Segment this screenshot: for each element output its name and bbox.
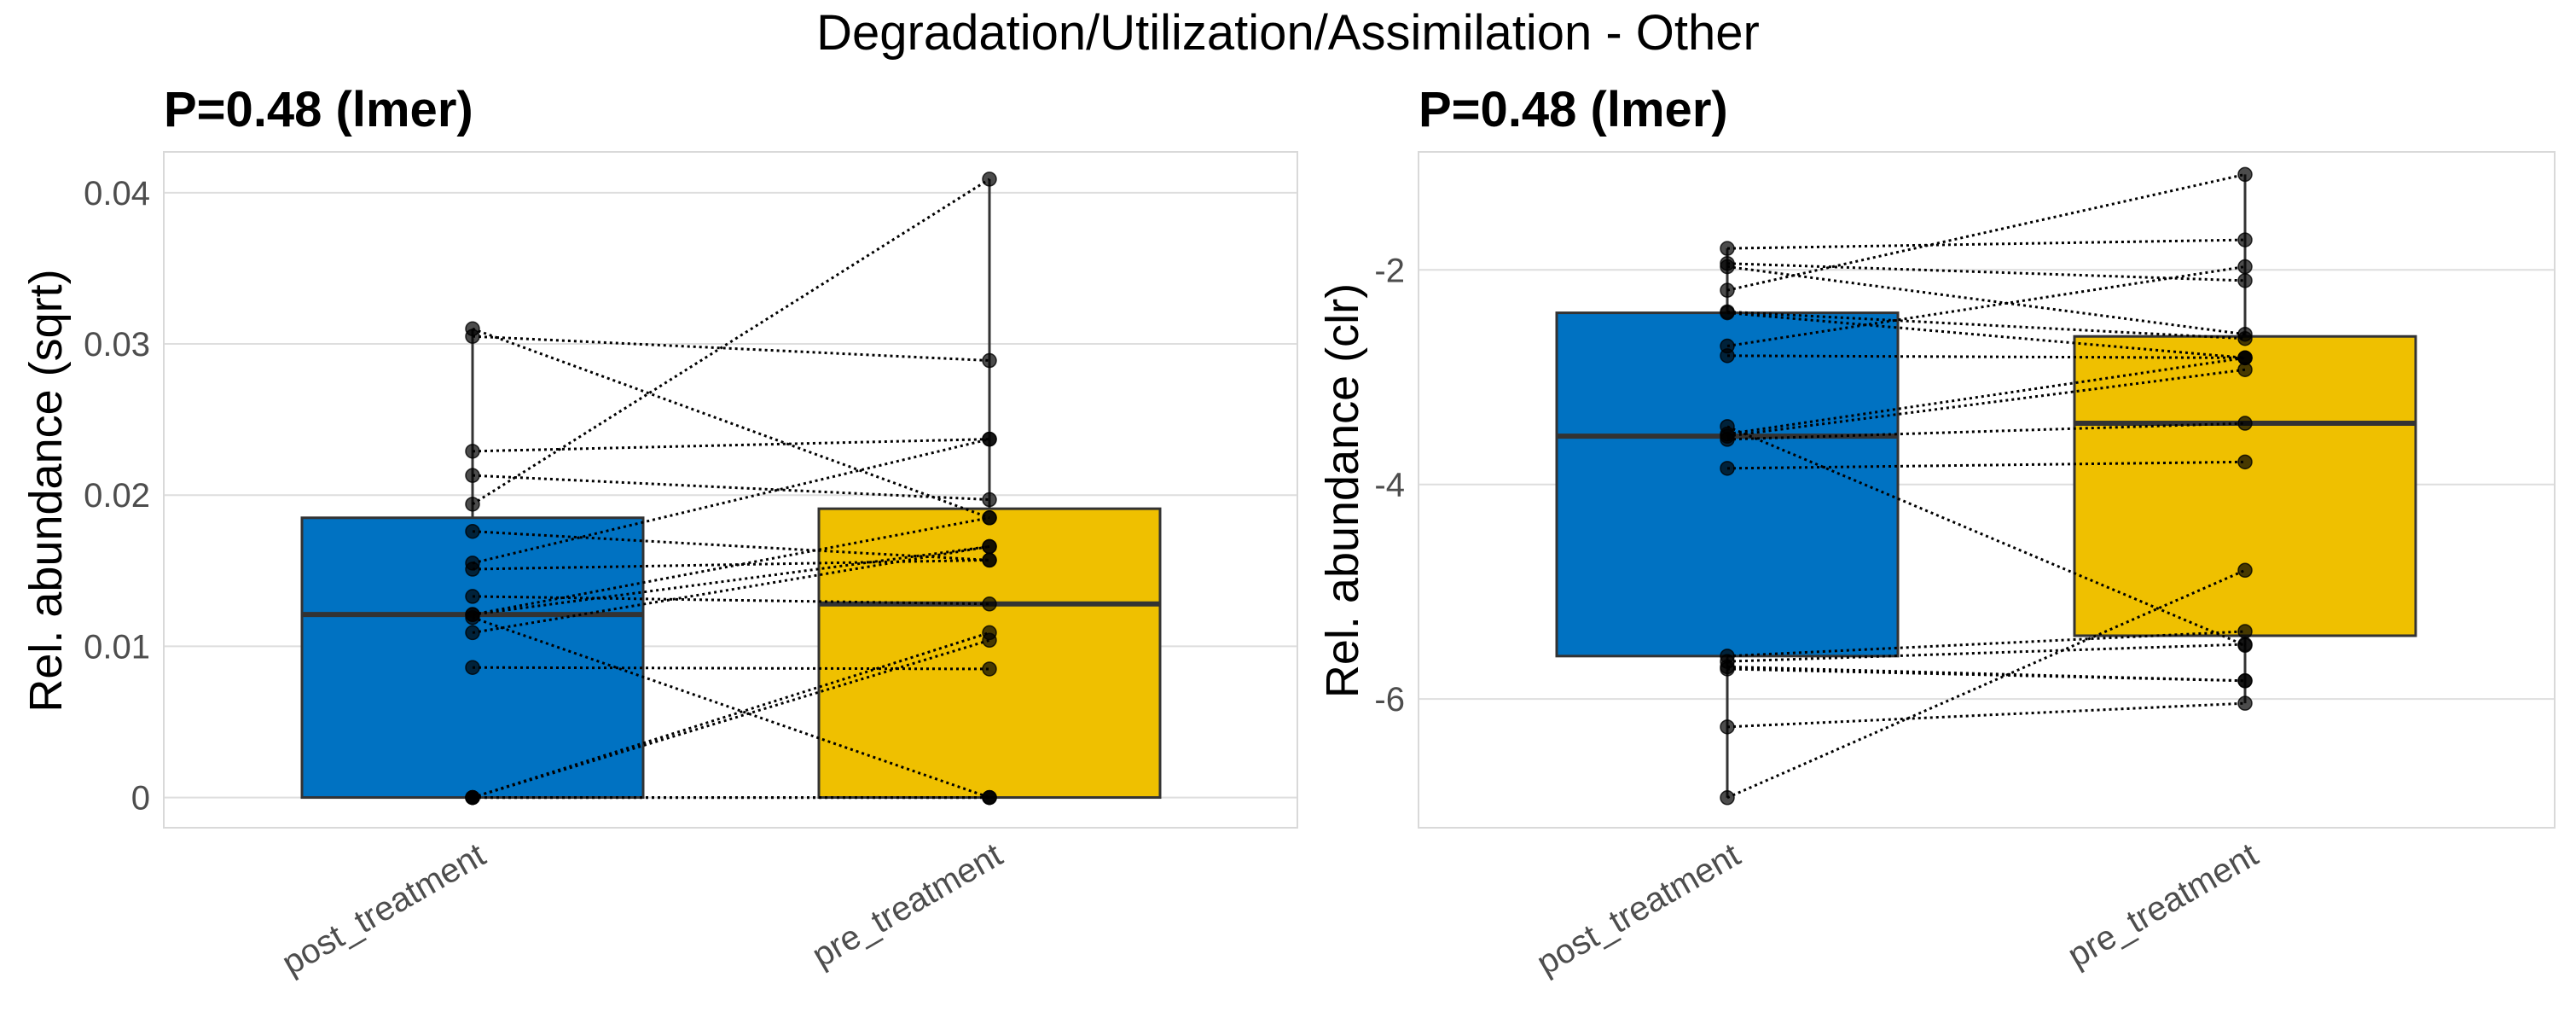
pair-line [472, 595, 990, 606]
y-tick-label: -6 [1374, 681, 1405, 719]
data-point-post [465, 609, 480, 625]
data-point-pre [2237, 362, 2253, 377]
data-point-pre [2237, 259, 2253, 275]
pair-line [472, 327, 990, 520]
panel-sqrt: P=0.48 (lmer) Rel. abundance (sqrt) 0 0.0… [20, 82, 1298, 983]
y-tick-label: -2 [1374, 252, 1405, 289]
pair-line [472, 530, 990, 561]
data-point-post [1720, 432, 1735, 447]
y-axis-label: Rel. abundance (clr) [1317, 283, 1368, 698]
data-point-pre [982, 352, 997, 369]
panel-title: P=0.48 (lmer) [164, 82, 473, 137]
pair-line [472, 544, 990, 634]
data-point-post [465, 444, 480, 459]
pair-line [472, 638, 990, 799]
data-point-post [465, 589, 480, 604]
data-point-pre [2237, 673, 2253, 689]
data-point-pre [2237, 232, 2253, 247]
data-point-post [1720, 259, 1735, 275]
data-point-post [1720, 305, 1735, 321]
data-point-pre [2237, 624, 2253, 639]
data-point-pre [2237, 273, 2253, 288]
pair-line [1726, 310, 2246, 340]
data-point-post [465, 497, 480, 512]
pair-line [472, 177, 990, 506]
data-point-post [1720, 241, 1735, 256]
data-point-pre [2237, 562, 2253, 579]
data-point-pre [982, 552, 997, 568]
pair-line [472, 516, 990, 616]
data-point-pre [982, 632, 997, 649]
y-tick-label: 0 [131, 780, 150, 817]
pair-line [472, 335, 990, 363]
data-point-post [465, 789, 480, 806]
data-point-pre [2237, 454, 2253, 470]
data-point-post [1720, 348, 1735, 364]
panel-clr: P=0.48 (lmer) Rel. abundance (clr) -6 -4 -… [1317, 82, 2556, 983]
figure-suptitle: Degradation/Utilization/Assimilation - O… [816, 5, 1760, 61]
y-tick-label: -4 [1374, 467, 1405, 504]
data-point-post [465, 523, 480, 539]
pair-line [1726, 356, 2246, 436]
data-point-pre [982, 510, 997, 526]
data-point-pre [2237, 695, 2253, 711]
pair-line [1726, 425, 2246, 647]
data-point-pre [982, 596, 997, 612]
data-point-pre [982, 492, 997, 508]
pair-line [472, 438, 990, 565]
data-point-pre [982, 661, 997, 677]
pair-line [1726, 265, 2246, 348]
data-point-pre [2237, 416, 2253, 431]
pair-line [1726, 262, 2246, 282]
y-axis-label: Rel. abundance (sqrt) [20, 269, 72, 712]
data-point-pre [982, 538, 997, 555]
data-point-post [1720, 661, 1735, 677]
pair-line [472, 616, 990, 799]
pair-line [1726, 701, 2246, 729]
pair-line [1726, 172, 2246, 292]
y-tick-label: 0.03 [84, 326, 150, 364]
pair-line [1726, 643, 2246, 663]
y-tick-label: 0.02 [84, 477, 150, 515]
data-point-pre [982, 789, 997, 806]
plot-frame [1418, 151, 2556, 829]
pair-line [1726, 422, 2246, 441]
panel-title: P=0.48 (lmer) [1419, 82, 1728, 137]
y-tick-label: 0.04 [84, 175, 150, 212]
data-point-pre [2237, 637, 2253, 652]
pair-line [1726, 354, 2246, 359]
pair-line [1726, 630, 2246, 658]
pair-line [1726, 667, 2246, 683]
data-point-post [465, 660, 480, 675]
data-point-post [1720, 719, 1735, 735]
box-pre_treatment [2073, 335, 2417, 637]
pair-line [472, 666, 990, 671]
data-point-post [1720, 282, 1735, 298]
pair-line [1726, 460, 2246, 470]
pair-line [472, 474, 990, 502]
data-point-post [465, 468, 480, 483]
data-point-post [465, 625, 480, 641]
data-point-post [465, 561, 480, 577]
data-point-pre [2237, 330, 2253, 346]
box-post_treatment [1555, 311, 1900, 658]
pair-line [1726, 568, 2246, 800]
x-tick-label: pre_treatment [806, 836, 1009, 975]
x-tick-label: post_treatment [276, 836, 491, 983]
data-point-post [1720, 790, 1735, 806]
data-point-pre [982, 431, 997, 447]
data-point-pre [982, 172, 997, 187]
data-point-post [1720, 461, 1735, 476]
data-point-pre [2237, 166, 2253, 183]
y-tick-label: 0.01 [84, 628, 150, 666]
x-tick-label: pre_treatment [2062, 836, 2265, 975]
data-point-post [465, 329, 480, 344]
x-tick-label: post_treatment [1530, 836, 1746, 983]
plot-frame [163, 151, 1298, 829]
pair-line [472, 438, 990, 453]
pair-line [1726, 238, 2246, 250]
